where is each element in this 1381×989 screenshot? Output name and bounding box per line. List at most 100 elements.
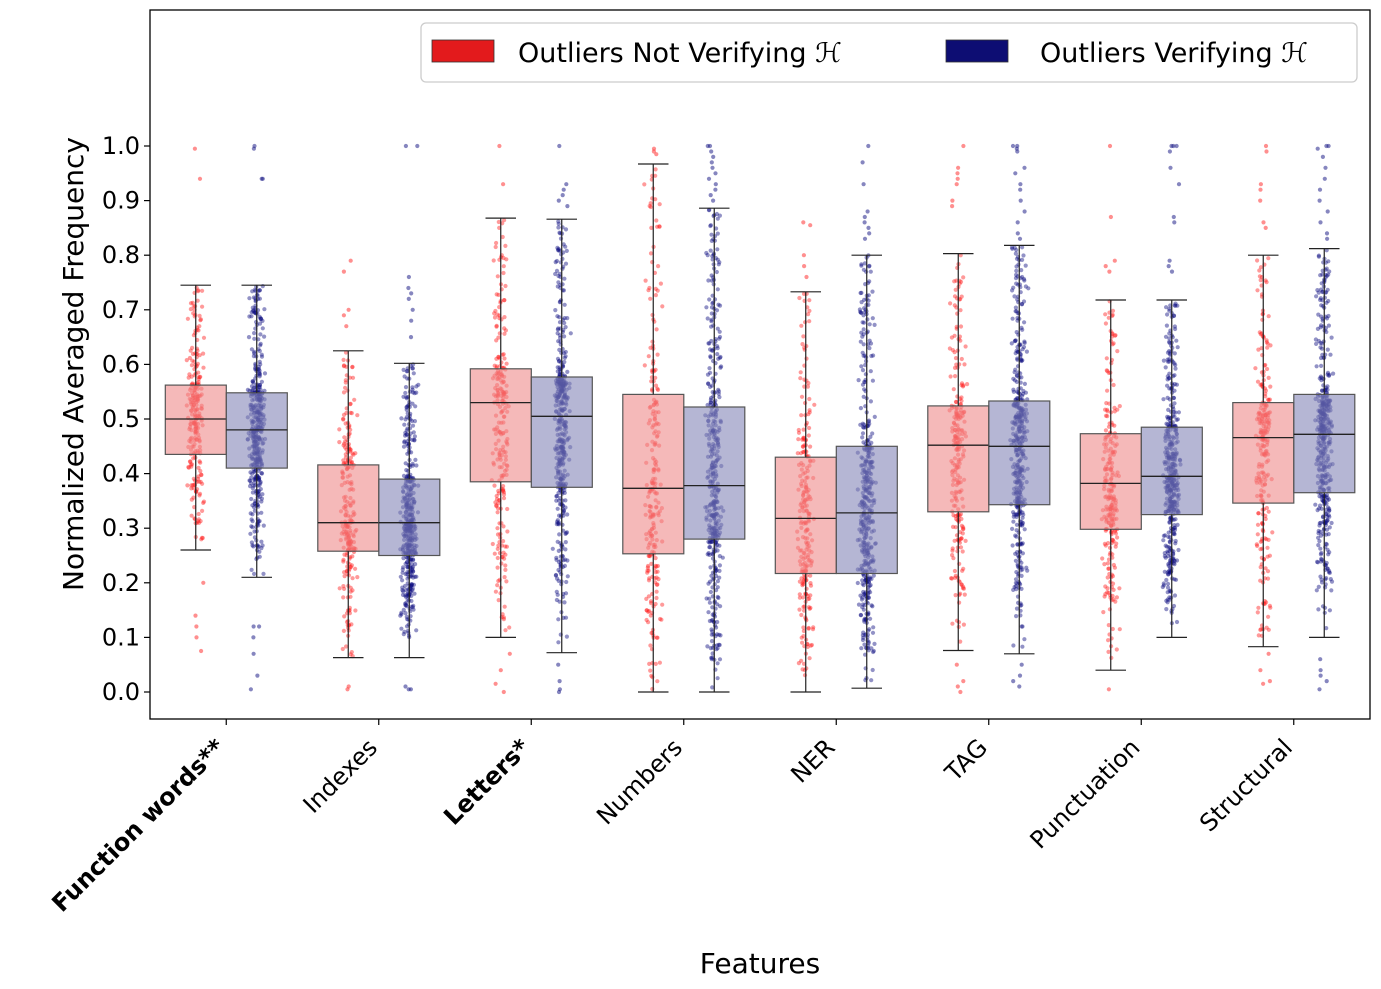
data-point bbox=[1173, 525, 1178, 530]
data-point bbox=[709, 627, 714, 632]
outlier-point bbox=[1108, 214, 1113, 220]
data-point bbox=[653, 580, 658, 585]
data-point bbox=[706, 208, 712, 213]
data-point bbox=[557, 498, 562, 503]
data-point bbox=[963, 344, 968, 349]
data-point bbox=[556, 548, 561, 554]
outlier-point bbox=[501, 689, 506, 695]
data-point bbox=[563, 354, 568, 359]
data-point bbox=[256, 475, 261, 480]
data-point bbox=[800, 581, 805, 586]
data-point bbox=[1164, 577, 1169, 583]
data-point bbox=[257, 478, 262, 483]
data-point bbox=[807, 425, 812, 431]
data-point bbox=[707, 545, 712, 550]
data-point bbox=[341, 595, 346, 600]
data-point bbox=[410, 573, 415, 578]
data-point bbox=[401, 607, 406, 613]
data-point bbox=[652, 270, 658, 275]
data-point bbox=[1264, 338, 1269, 343]
data-point bbox=[251, 380, 256, 385]
data-point bbox=[948, 301, 953, 306]
data-point bbox=[196, 370, 201, 375]
data-point bbox=[1173, 577, 1179, 582]
data-point bbox=[1019, 302, 1025, 307]
data-point bbox=[348, 589, 353, 594]
data-point bbox=[1014, 281, 1019, 286]
data-point bbox=[858, 422, 863, 427]
data-point bbox=[867, 627, 872, 632]
data-point bbox=[501, 550, 506, 555]
data-point bbox=[405, 376, 410, 381]
data-point bbox=[1014, 264, 1019, 269]
data-point bbox=[399, 416, 404, 421]
data-point bbox=[507, 625, 512, 630]
data-point bbox=[341, 364, 347, 369]
data-point bbox=[186, 465, 191, 470]
outlier-point bbox=[801, 253, 807, 258]
data-point bbox=[195, 298, 200, 303]
data-point bbox=[806, 433, 811, 438]
data-point bbox=[494, 504, 499, 509]
data-point bbox=[557, 532, 562, 537]
data-point bbox=[259, 546, 264, 551]
data-point bbox=[1265, 576, 1271, 581]
outlier-point bbox=[557, 679, 562, 684]
data-point bbox=[252, 310, 258, 315]
data-point bbox=[409, 418, 414, 424]
data-point bbox=[717, 575, 722, 580]
data-point bbox=[796, 430, 802, 435]
data-point bbox=[188, 301, 194, 306]
data-point bbox=[405, 617, 410, 622]
data-point bbox=[866, 595, 871, 600]
data-point bbox=[713, 256, 719, 261]
data-point bbox=[259, 471, 264, 476]
data-point bbox=[503, 563, 508, 568]
data-point bbox=[950, 546, 955, 551]
data-point bbox=[201, 500, 206, 505]
data-point bbox=[646, 608, 652, 614]
data-point bbox=[858, 290, 863, 296]
data-point bbox=[495, 312, 500, 317]
data-point bbox=[247, 478, 252, 483]
data-point bbox=[800, 437, 805, 442]
data-point bbox=[859, 646, 864, 651]
data-point bbox=[252, 529, 257, 534]
data-point bbox=[799, 413, 804, 418]
data-point bbox=[410, 567, 415, 572]
data-point bbox=[809, 642, 815, 648]
data-point bbox=[503, 243, 508, 248]
data-point bbox=[859, 263, 864, 268]
data-point bbox=[200, 288, 205, 293]
data-point bbox=[708, 354, 713, 359]
data-point bbox=[501, 490, 506, 495]
data-point bbox=[715, 326, 720, 331]
data-point bbox=[404, 404, 409, 409]
data-point bbox=[1263, 278, 1268, 283]
data-point bbox=[709, 383, 715, 388]
data-point bbox=[710, 538, 715, 544]
data-point bbox=[252, 508, 257, 513]
data-point bbox=[717, 260, 722, 265]
data-point bbox=[1011, 514, 1016, 519]
data-point bbox=[1162, 551, 1167, 556]
data-point bbox=[1165, 597, 1170, 602]
data-point bbox=[646, 594, 652, 599]
data-point bbox=[961, 527, 966, 532]
data-point bbox=[557, 599, 562, 604]
data-point bbox=[867, 576, 872, 581]
data-point bbox=[802, 673, 808, 678]
data-point bbox=[952, 279, 957, 284]
data-point bbox=[645, 568, 650, 573]
data-point bbox=[191, 486, 196, 491]
data-point bbox=[562, 600, 567, 605]
data-point bbox=[201, 335, 207, 340]
data-point bbox=[958, 338, 963, 343]
data-point bbox=[1255, 288, 1260, 293]
data-point bbox=[197, 493, 202, 498]
data-point bbox=[492, 483, 497, 488]
outlier-point bbox=[197, 176, 203, 181]
data-point bbox=[403, 461, 408, 466]
data-point bbox=[409, 582, 414, 587]
data-point bbox=[706, 278, 711, 283]
